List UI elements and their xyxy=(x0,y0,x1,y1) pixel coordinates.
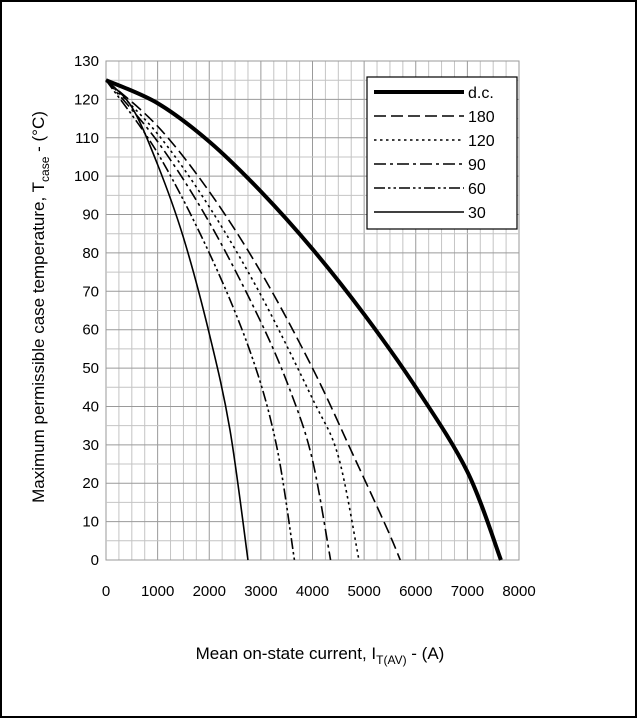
series-line-30 xyxy=(105,79,249,561)
x-tick-label: 6000 xyxy=(399,583,432,600)
y-tick-label: 40 xyxy=(82,398,99,415)
legend-label-60: 60 xyxy=(468,181,486,198)
y-tick-label: 120 xyxy=(74,91,99,108)
y-tick-label: 100 xyxy=(74,168,99,185)
x-tick-label: 4000 xyxy=(296,583,329,600)
x-tick-label: 0 xyxy=(102,583,110,600)
y-tick-label: 130 xyxy=(74,53,99,70)
legend-label-30: 30 xyxy=(468,205,486,222)
y-tick-label: 50 xyxy=(82,360,99,377)
y-tick-label: 30 xyxy=(82,437,99,454)
x-tick-label: 7000 xyxy=(451,583,484,600)
y-tick-label: 110 xyxy=(75,130,99,147)
series-lines xyxy=(105,78,503,561)
legend-entries: d.c. 180 120 90 60 30 xyxy=(374,85,495,222)
x-tick-label: 8000 xyxy=(502,583,535,600)
x-axis-title: Mean on-state current, IT(AV) - (A) xyxy=(196,644,445,667)
series-line-180 xyxy=(105,79,401,561)
series-line-120 xyxy=(105,79,360,561)
y-axis-title: Maximum permissible case temperature, Tc… xyxy=(29,111,52,503)
y-tick-label: 70 xyxy=(82,283,99,300)
y-tick-label: 20 xyxy=(82,475,99,492)
y-tick-label: 60 xyxy=(82,322,99,339)
x-tick-label: 2000 xyxy=(193,583,226,600)
x-tick-label: 1000 xyxy=(141,583,174,600)
series-line-d-c xyxy=(105,78,503,561)
legend-label-90: 90 xyxy=(468,157,486,174)
legend: d.c. 180 120 90 60 30 xyxy=(366,76,518,230)
y-tick-label: 10 xyxy=(82,514,99,531)
y-tick-labels: 0 10 20 30 40 50 60 70 80 90 100 110 120 130 xyxy=(74,53,99,569)
y-tick-label: 90 xyxy=(82,207,99,224)
x-tick-label: 3000 xyxy=(244,583,277,600)
legend-box xyxy=(366,76,518,230)
x-tick-labels: 0 1000 2000 3000 4000 5000 6000 7000 8000 xyxy=(102,583,536,600)
y-tick-label: 80 xyxy=(82,245,99,262)
legend-label-120: 120 xyxy=(468,133,495,150)
series-line-90 xyxy=(105,79,332,561)
legend-label-d-c: d.c. xyxy=(468,85,494,102)
series-line-60 xyxy=(105,79,296,561)
y-tick-label: 0 xyxy=(91,552,99,569)
x-tick-label: 5000 xyxy=(347,583,380,600)
legend-label-180: 180 xyxy=(468,109,495,126)
